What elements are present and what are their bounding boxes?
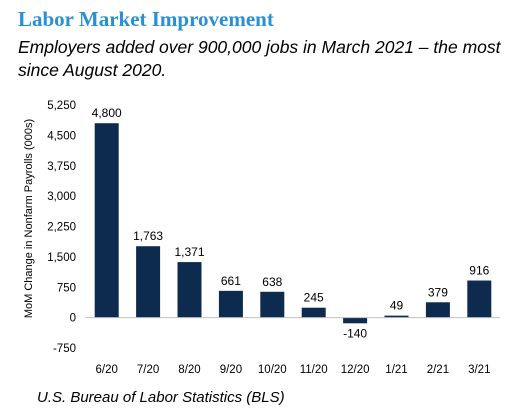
data-label: -140 [343,326,367,340]
data-label: 245 [304,291,324,305]
x-tick-label: 7/20 [137,364,159,376]
bar [425,302,450,318]
y-tick-label: 5,250 [47,100,76,112]
x-tick-label: 12/20 [341,364,370,376]
y-tick-label: 3,750 [47,161,76,173]
data-label: 379 [428,285,448,299]
bar [94,123,119,318]
data-label: 661 [221,274,241,288]
y-tick-label: 0 [70,313,76,325]
x-tick-label: 11/20 [300,364,328,376]
data-label: 916 [469,264,489,278]
x-tick-label: 6/20 [96,364,118,376]
chart-title: Labor Market Improvement [18,7,274,31]
data-label: 49 [390,299,404,313]
y-tick-label: 4,500 [47,130,76,142]
chart-subtitle: Employers added over 900,000 jobs in Mar… [18,37,501,80]
y-tick-label: -750 [53,343,76,355]
source-note: U.S. Bureau of Labor Statistics (BLS) [37,389,285,406]
x-tick-label: 8/20 [178,364,200,376]
bar [218,290,243,318]
bar [343,317,368,324]
bar [384,315,409,318]
x-tick-label: 2/21 [427,364,449,376]
data-label: 1,763 [133,229,163,243]
x-tick-label: 9/20 [220,364,242,376]
y-tick-label: 750 [57,282,76,294]
bar-chart: -750 0 750 1,500 2,250 3,000 3,750 4,500 5,250 Mo… [23,100,500,376]
y-tick-label: 3,000 [47,191,76,203]
data-label: 1,371 [174,245,204,259]
bar [136,246,161,318]
x-tick-label: 1/21 [385,364,407,376]
bar [260,291,285,318]
bar [467,280,492,318]
data-label: 4,800 [92,106,122,120]
x-tick-label: 3/21 [468,364,490,376]
x-tick-label: 10/20 [258,364,287,376]
data-label: 638 [262,275,282,289]
y-tick-label: 2,250 [47,222,76,234]
bar [177,262,202,318]
y-tick-label: 1,500 [47,252,76,264]
bar [301,307,326,318]
y-axis-label: MoM Change in Nonfarm Payrolls (000s) [23,119,35,318]
